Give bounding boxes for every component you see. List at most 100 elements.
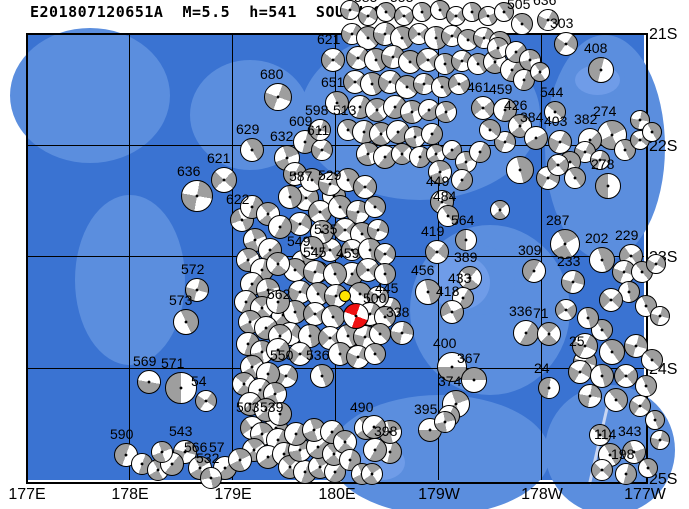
beachball [440,300,464,324]
depth-label: 532 [196,450,220,466]
depth-label: 229 [615,227,639,243]
depth-label: 403 [544,113,568,129]
depth-label: 549 [287,233,311,249]
depth-label: 449 [426,173,450,189]
depth-label: 651 [321,74,345,90]
beachball [513,320,539,346]
beachball [364,196,386,218]
depth-label: 419 [421,223,445,239]
lon-tick-label: 178E [111,486,149,503]
lon-tick-label: 179W [418,486,460,503]
depth-label: 553 [390,0,413,5]
depth-label: 418 [436,283,460,299]
depth-label: 202 [585,230,609,246]
depth-label: 382 [574,111,598,127]
depth-label: 539 [260,399,284,415]
beachball [361,463,383,485]
depth-label: 596 [372,0,395,1]
beachball [362,415,386,439]
beachball [537,322,561,346]
depth-label: 545 [303,244,327,260]
bathymetry-patch [10,28,170,163]
depth-label: 309 [518,242,542,258]
beachball [311,139,333,161]
beachball [614,139,636,161]
beachball [266,290,290,314]
bathymetry-patch [75,195,185,365]
beachball [588,57,614,83]
lat-tick-label: 21S [649,26,678,43]
beachball [591,459,613,481]
beachball [451,169,473,191]
beachball [425,240,449,264]
beachball [415,279,441,305]
depth-label: 569 [133,353,157,369]
parallel-gridline [26,368,644,369]
depth-label: 445 [375,280,399,296]
beachball [555,299,577,321]
depth-label: 505 [507,0,531,12]
depth-label: 621 [207,150,231,166]
beachball [309,119,331,141]
beachball [650,430,670,450]
beachball [137,370,161,394]
beachball [434,411,456,433]
parallel-gridline [26,145,644,146]
depth-label: 367 [457,350,481,366]
depth-label: 535 [314,221,338,237]
depth-label: 461 [467,79,491,95]
event-beachball [343,303,369,329]
depth-label: 622 [226,191,250,207]
beachball [494,131,516,153]
depth-label: 24 [534,360,550,376]
depth-label: 490 [350,399,374,415]
beachball [266,252,290,276]
depth-label: 629 [236,121,260,137]
depth-label: 550 [270,347,294,363]
beachball [435,101,457,123]
beachball [471,96,495,120]
beachball [624,334,648,358]
depth-label: 338 [386,304,410,320]
beachball [511,13,533,35]
beachball [165,372,197,404]
depth-label: 544 [540,84,564,100]
depth-label: 636 [533,0,557,8]
beachball [340,0,360,20]
depth-label: 54 [191,373,207,389]
depth-label: 632 [270,128,294,144]
beachball [650,306,670,326]
depth-label: 198 [611,446,635,462]
beachball [266,338,290,362]
beachball [479,119,501,141]
beachball [642,122,662,142]
beachball [353,175,377,199]
beachball [561,270,585,294]
beachball [455,229,477,251]
beachball [599,288,623,312]
beachball [268,402,292,426]
depth-label: 114 [594,426,617,442]
depth-label: 287 [546,212,570,228]
depth-label: 529 [318,167,342,183]
depth-label: 566 [184,439,208,455]
beachball [590,364,614,388]
beachball [547,154,569,176]
depth-label: 459 [336,245,360,261]
depth-label: 400 [433,335,457,351]
beachball [538,377,560,399]
depth-label: 374 [438,373,462,389]
beachball [494,2,514,22]
depth-label: 636 [177,163,201,179]
beachball [604,388,628,412]
beachball [645,410,665,430]
beachball [376,2,396,22]
beachball [390,321,414,345]
depth-label: 426 [504,97,528,113]
depth-label: 618 [408,0,431,1]
beachball [493,98,517,122]
depth-label: 536 [306,347,330,363]
lon-tick-label: 179E [214,486,252,503]
